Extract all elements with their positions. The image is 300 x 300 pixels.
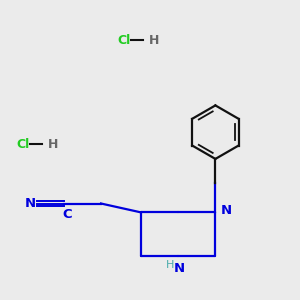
Text: H: H <box>148 34 159 46</box>
Text: Cl: Cl <box>16 138 29 151</box>
Text: H: H <box>166 260 174 270</box>
Text: Cl: Cl <box>117 34 130 46</box>
Text: H: H <box>47 138 58 151</box>
Text: N: N <box>221 204 232 218</box>
Text: C: C <box>63 208 72 221</box>
Text: N: N <box>25 197 36 210</box>
Text: N: N <box>174 262 185 275</box>
